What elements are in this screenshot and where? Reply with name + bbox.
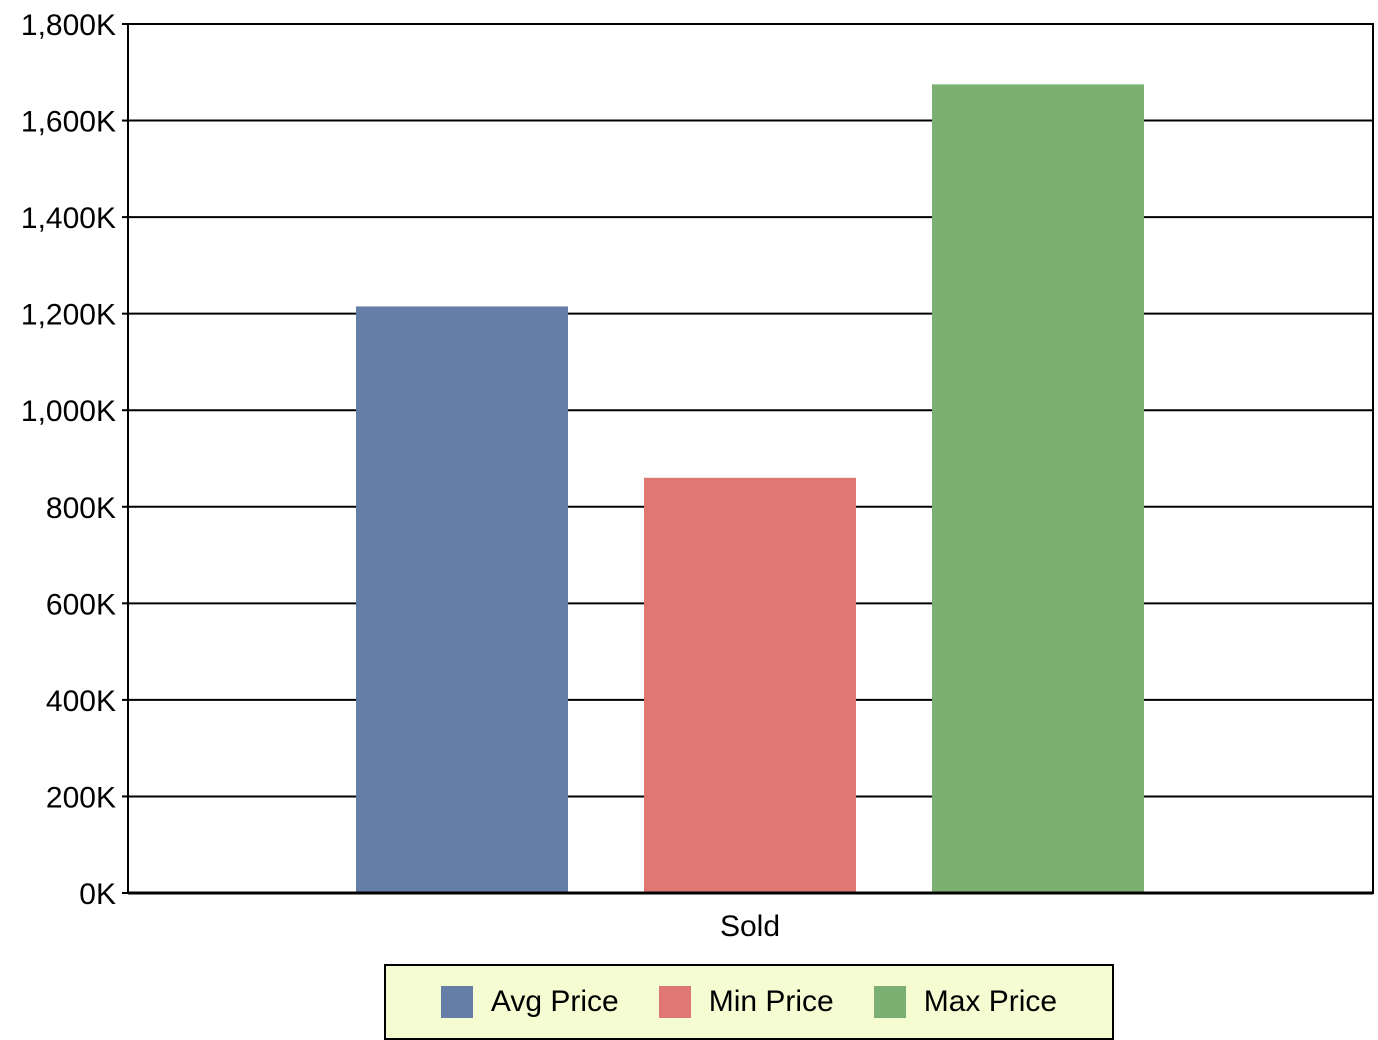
- y-tick-label: 1,200K: [21, 299, 116, 332]
- y-tick-label: 800K: [46, 492, 116, 525]
- y-tick-label: 400K: [46, 685, 116, 718]
- legend: Avg Price Min Price Max Price: [384, 964, 1114, 1040]
- legend-swatch-min-price: [658, 986, 691, 1018]
- bars: [356, 84, 1144, 893]
- legend-item-min-price: Min Price: [658, 985, 834, 1019]
- bar-max-price: [932, 84, 1144, 893]
- legend-swatch-max-price: [873, 986, 906, 1018]
- y-tick-label: 1,600K: [21, 106, 116, 139]
- y-tick-label: 1,000K: [21, 395, 116, 428]
- legend-label-max-price: Max Price: [923, 985, 1058, 1018]
- legend-item-max-price: Max Price: [873, 985, 1058, 1019]
- y-tick-label: 0K: [79, 878, 116, 911]
- y-tick-label: 200K: [46, 781, 116, 814]
- legend-label-min-price: Min Price: [708, 985, 834, 1018]
- y-tick-label: 1,800K: [21, 9, 116, 42]
- bar-min-price: [644, 477, 856, 893]
- x-category-label: Sold: [720, 910, 780, 943]
- y-axis-tick-labels: 0K 200K 400K 600K 800K 1,000K 1,200K 1,400K 1,60…: [21, 9, 116, 911]
- bar-avg-price: [356, 306, 568, 893]
- y-tick-label: 1,400K: [21, 202, 116, 235]
- legend-swatch-avg-price: [440, 986, 473, 1018]
- bar-chart: 0K 200K 400K 600K 800K 1,000K 1,200K 1,400K 1,60…: [21, 9, 1374, 943]
- y-tick-label: 600K: [46, 588, 116, 621]
- legend-label-avg-price: Avg Price: [490, 985, 619, 1018]
- legend-item-avg-price: Avg Price: [440, 985, 619, 1019]
